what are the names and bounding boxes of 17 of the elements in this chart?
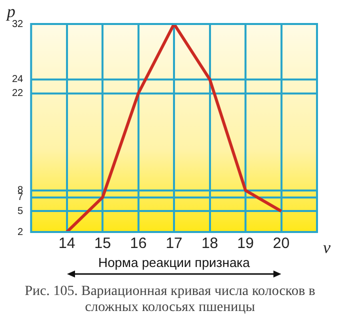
y-tick-label: 5 — [18, 206, 24, 217]
x-tick-label: 17 — [166, 235, 182, 252]
x-tick-label: 16 — [130, 235, 147, 252]
x-tick-label: 18 — [201, 235, 218, 252]
x-tick-label: 14 — [58, 235, 76, 252]
y-tick-label: 32 — [12, 18, 24, 30]
y-tick-label: 24 — [12, 74, 24, 86]
x-tick-label: 19 — [237, 235, 254, 252]
text: Рис. 105. Вариационная кривая числа колосков в сложных колосьях пшеницы — [24, 284, 316, 316]
text: Норма реакции признака — [97, 255, 251, 270]
x-axis-title: v — [323, 238, 331, 257]
y-axis-title: p — [6, 2, 16, 21]
y-tick-label: 22 — [12, 88, 24, 100]
y-tick-label: 7 — [18, 192, 24, 204]
x-tick-label: 15 — [94, 235, 111, 252]
y-tick-label: 2 — [18, 226, 24, 238]
x-tick-label: 20 — [272, 235, 290, 252]
